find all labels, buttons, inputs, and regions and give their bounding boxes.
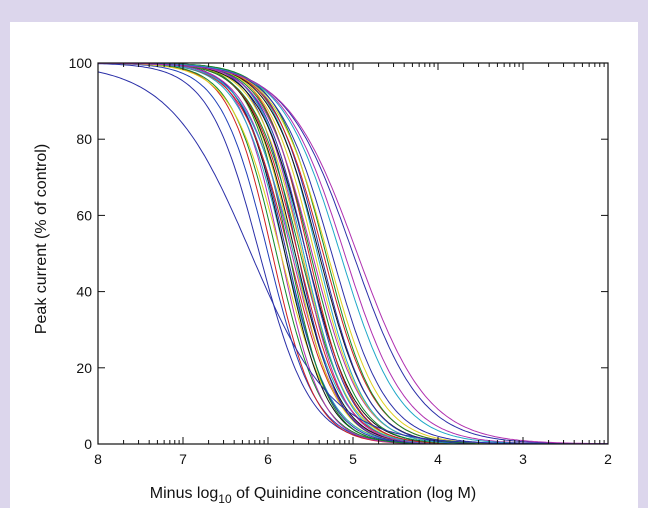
x-tick-label: 4 — [434, 451, 442, 467]
y-tick-label: 80 — [76, 131, 92, 147]
x-tick-label: 8 — [94, 451, 102, 467]
series-curve-37 — [98, 62, 608, 445]
series-curve-39 — [97, 71, 608, 445]
y-tick-label: 20 — [76, 360, 92, 376]
x-axis-label-subscript: 10 — [218, 492, 232, 506]
x-axis-label-prefix: Minus log — [150, 485, 218, 502]
x-axis-label: Minus log10 of Quinidine concentration (… — [150, 485, 476, 506]
x-tick-label: 5 — [349, 451, 357, 467]
y-tick-label: 0 — [84, 436, 92, 452]
series-curves — [97, 62, 608, 445]
x-tick-label: 6 — [264, 451, 272, 467]
y-axis-label: Peak current (% of control) — [33, 144, 50, 334]
x-tick-label: 3 — [519, 451, 527, 467]
x-tick-label: 7 — [179, 451, 187, 467]
x-axis-label-suffix: of Quinidine concentration (log M) — [232, 485, 477, 502]
y-tick-label: 60 — [76, 207, 92, 223]
chart-frame: 8 7 6 5 4 3 2 0 20 40 60 80 100 Minus log10 of Quini… — [10, 22, 638, 508]
axis-ticks — [97, 62, 609, 445]
y-tick-label: 100 — [69, 55, 93, 71]
y-tick-label: 40 — [76, 284, 92, 300]
x-tick-label: 2 — [604, 451, 612, 467]
